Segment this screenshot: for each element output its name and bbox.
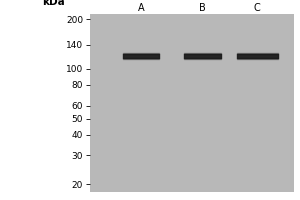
Text: kDa: kDa: [42, 0, 65, 7]
